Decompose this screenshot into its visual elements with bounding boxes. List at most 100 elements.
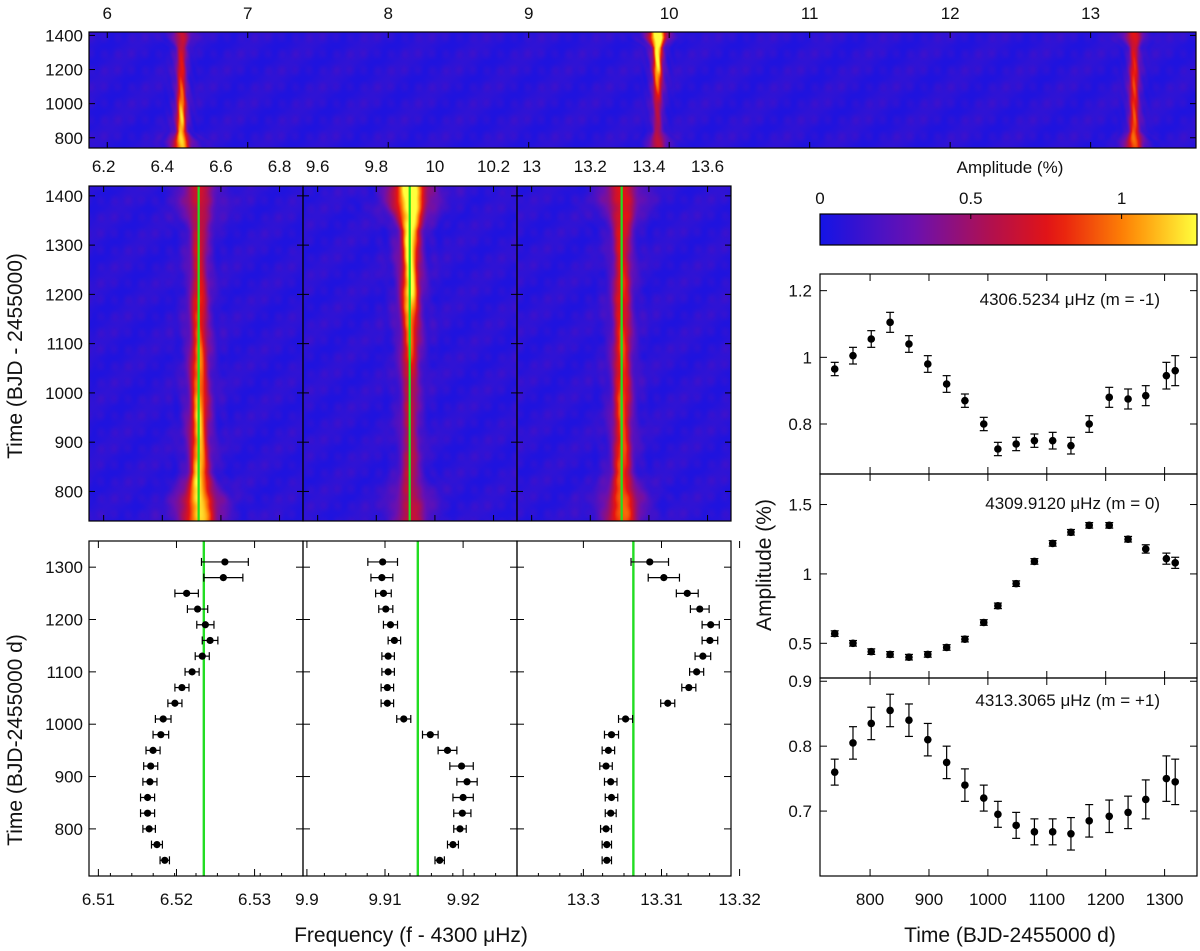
amplitude-point <box>1048 828 1057 836</box>
frequency-point <box>157 731 165 739</box>
frame-layer <box>88 31 1198 877</box>
amplitude-point <box>942 643 951 652</box>
frequency-point <box>603 840 611 849</box>
overview-x-tick-label: 11 <box>801 4 819 23</box>
colorbar <box>819 213 1198 246</box>
frequency-x-tick-label: 9.9 <box>295 890 319 909</box>
frequency-y-tick-label: 1300 <box>45 558 83 577</box>
time-axis-label: Time (BJD-2455000 d) <box>904 924 1116 947</box>
frequency-point <box>459 793 467 802</box>
amplitude-point <box>923 360 932 368</box>
amplitude-point <box>942 758 951 767</box>
frequency-panel-bg <box>517 541 731 876</box>
frequency-point <box>206 636 214 645</box>
overview-x-tick-label: 13 <box>1081 4 1100 23</box>
overview-frame <box>88 31 1197 149</box>
amplitude-point <box>961 781 969 789</box>
amplitude-point <box>979 618 988 627</box>
frequency-y-tick-label: 1200 <box>45 611 83 630</box>
zoom-x-tick-label: 6.8 <box>268 157 292 176</box>
frequency-point <box>178 683 186 692</box>
amplitude-point <box>905 340 913 348</box>
amplitude-point <box>867 335 876 343</box>
frequency-point <box>607 731 616 739</box>
zoom-x-tick-label: 6.4 <box>150 157 174 176</box>
amplitude-point <box>994 810 1002 819</box>
amplitude-point <box>886 318 894 327</box>
amplitude-point <box>1105 812 1114 821</box>
amplitude-point <box>905 716 913 724</box>
frequency-panel-bg <box>89 541 303 876</box>
frequency-panels-y-label: Time (BJD-2455000 d) <box>4 634 27 846</box>
overview-x-tick-label: 12 <box>941 4 960 23</box>
frequency-point <box>149 746 157 754</box>
frequency-x-tick-label: 6.52 <box>160 890 193 909</box>
amplitude-point <box>886 706 894 715</box>
frequency-point <box>604 746 612 754</box>
frequency-point <box>143 809 152 817</box>
amplitude-point <box>867 647 876 656</box>
text-layer: Frequency (f - 4300 μHz) Time (BJD-24550… <box>4 4 1184 947</box>
amplitude-panel-bg <box>820 474 1197 678</box>
amplitude-point <box>849 739 857 747</box>
frequency-point <box>607 809 615 817</box>
amplitude-point <box>994 602 1002 610</box>
frequency-y-tick-label: 800 <box>55 820 83 839</box>
frequency-point <box>683 589 691 597</box>
amplitude-point <box>830 629 839 638</box>
spectrogram-image <box>89 32 1196 148</box>
amplitude-point <box>1048 539 1057 548</box>
amplitude-point <box>979 420 988 428</box>
frequency-point <box>159 715 167 723</box>
amplitude-y-tick-label: 0.9 <box>788 672 812 691</box>
frequency-point <box>456 825 464 833</box>
frequency-point <box>143 793 152 802</box>
zoom-y-tick-label: 1300 <box>45 236 83 255</box>
frequency-point <box>379 558 387 566</box>
amplitude-x-tick-label: 1300 <box>1146 890 1184 909</box>
amplitude-point <box>1141 545 1150 553</box>
zoom-x-tick-label: 10.2 <box>477 157 510 176</box>
frequency-y-tick-label: 1100 <box>46 663 83 682</box>
colorbar-tick-label: 0 <box>815 189 824 208</box>
amplitude-point <box>942 380 951 388</box>
frequency-point <box>706 636 714 645</box>
frequency-point <box>378 574 386 582</box>
amplitude-x-tick-label: 900 <box>915 890 943 909</box>
frequency-point <box>386 621 395 629</box>
amplitude-point <box>1012 821 1020 830</box>
amplitude-y-tick-label: 1.5 <box>788 496 812 515</box>
overview-x-tick-label: 7 <box>243 4 252 23</box>
zoom-x-tick-label: 6.2 <box>92 157 116 176</box>
amplitude-point <box>1141 795 1150 804</box>
amplitude-point <box>1067 528 1075 537</box>
frequency-point <box>147 762 155 770</box>
amplitude-point <box>1124 535 1132 544</box>
amplitude-y-label: Amplitude (%) <box>753 499 776 631</box>
frequency-axis-label: Frequency (f - 4300 μHz) <box>294 924 528 947</box>
amplitude-x-tick-label: 1100 <box>1029 890 1066 909</box>
zoom-panel-frame <box>516 185 732 522</box>
amplitude-point <box>849 639 857 648</box>
annotation-m-plus-1: 4313.3065 μHz (m = +1) <box>975 691 1160 710</box>
amplitude-y-tick-label: 0.7 <box>788 802 812 821</box>
amplitude-point <box>1030 436 1039 445</box>
frequency-point <box>699 652 707 660</box>
zoom-y-tick-label: 1200 <box>45 285 83 304</box>
amplitude-point <box>1171 366 1180 375</box>
frequency-point <box>693 668 701 676</box>
overview-x-tick-label: 8 <box>383 4 392 23</box>
colorbar-label: Amplitude (%) <box>957 158 1064 177</box>
amplitude-y-tick-label: 1.2 <box>788 282 812 301</box>
overview-y-tick-label: 1000 <box>45 95 83 114</box>
amplitude-point <box>830 365 839 373</box>
frequency-point <box>384 668 392 676</box>
frequency-y-tick-label: 900 <box>55 768 83 787</box>
frequency-point <box>603 856 611 864</box>
amplitude-point <box>1030 557 1039 566</box>
amplitude-point <box>923 735 932 744</box>
frequency-point <box>188 668 196 676</box>
amplitude-x-tick-label: 1000 <box>969 890 1007 909</box>
amplitude-point <box>905 653 913 661</box>
